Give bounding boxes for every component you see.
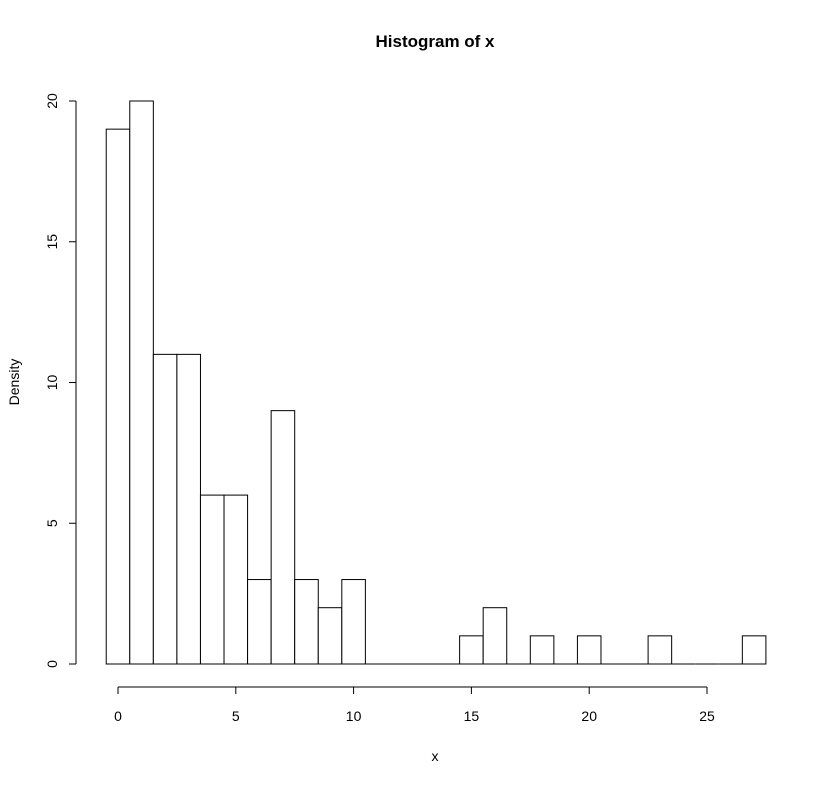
histogram-bar [576, 635, 602, 665]
histogram-bar [529, 635, 555, 665]
chart-title: Histogram of x [375, 32, 495, 51]
x-tick-label: 0 [114, 708, 122, 724]
histogram-bar [317, 607, 343, 665]
y-tick-label: 20 [44, 93, 60, 109]
y-axis: 0 5 10 15 20 [44, 93, 77, 668]
histogram-bar [459, 635, 484, 665]
histogram-bar [129, 100, 154, 665]
x-axis: 0 5 10 15 20 25 [114, 686, 715, 724]
y-tick-label: 15 [44, 234, 60, 250]
x-tick-label: 10 [346, 708, 362, 724]
histogram-bar [105, 128, 131, 665]
histogram-bar [647, 635, 673, 665]
histogram-bar [341, 579, 366, 665]
histogram-bar [247, 579, 272, 665]
y-tick-label: 0 [44, 660, 60, 668]
histogram-bar [176, 353, 201, 665]
histogram-bar [152, 353, 178, 665]
y-axis-title: Density [6, 359, 22, 406]
histogram-bar [741, 635, 767, 665]
x-tick-label: 25 [699, 708, 715, 724]
x-axis-title: x [432, 748, 439, 764]
x-tick-label: 20 [581, 708, 597, 724]
x-tick-label: 15 [464, 708, 480, 724]
x-tick-label: 5 [232, 708, 240, 724]
histogram-bar [270, 410, 296, 665]
bars-group [105, 100, 767, 665]
histogram-bar [199, 494, 225, 665]
histogram-bar [223, 494, 249, 665]
histogram-bar [294, 579, 319, 665]
y-tick-label: 5 [44, 519, 60, 527]
histogram-bar [482, 607, 508, 665]
y-tick-label: 10 [44, 375, 60, 391]
